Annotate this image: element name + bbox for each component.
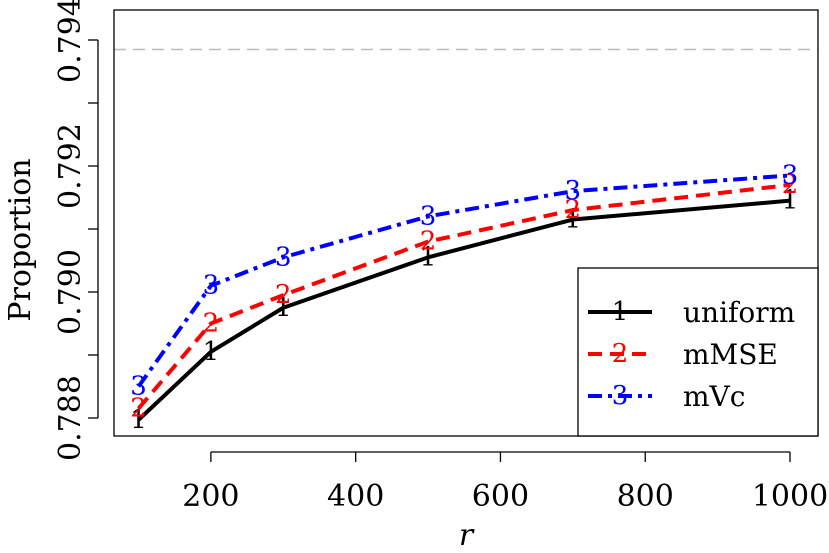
x-tick-label: 600 xyxy=(472,479,529,514)
x-tick-label: 800 xyxy=(617,479,674,514)
x-tick-label: 1000 xyxy=(752,479,828,514)
series-point-mMSE: 2 xyxy=(420,227,437,257)
series-point-mMSE: 2 xyxy=(130,394,147,424)
y-tick-label: 0.792 xyxy=(53,123,88,209)
series-point-mVc: 3 xyxy=(420,201,437,231)
legend-label-mVc: mVc xyxy=(683,380,745,413)
y-tick-label: 0.794 xyxy=(53,0,88,83)
series-point-mVc: 3 xyxy=(275,242,292,272)
legend-label-uniform: uniform xyxy=(683,296,795,329)
plot-frame xyxy=(113,9,819,437)
legend-marker-mVc: 3 xyxy=(612,381,629,411)
series-point-uniform: 1 xyxy=(420,242,437,272)
legend-marker-uniform: 1 xyxy=(612,297,629,327)
x-axis-title: r xyxy=(459,518,475,553)
y-tick-label: 0.790 xyxy=(53,249,88,335)
y-axis-title: Proportion xyxy=(3,158,38,321)
legend-label-mMSE: mMSE xyxy=(683,338,778,371)
series-point-mMSE: 2 xyxy=(565,195,582,225)
x-tick-label: 400 xyxy=(327,479,384,514)
series-point-mMSE: 2 xyxy=(275,280,292,310)
legend-marker-mMSE: 2 xyxy=(612,339,629,369)
series-point-uniform: 1 xyxy=(275,293,292,323)
series-line-uniform xyxy=(137,198,791,422)
series-line-mMSE xyxy=(136,182,791,410)
x-tick-label: 200 xyxy=(182,479,239,514)
series-point-uniform: 1 xyxy=(782,186,799,216)
series-point-uniform: 1 xyxy=(130,405,147,435)
series-point-mVc: 3 xyxy=(130,372,147,402)
series-point-mVc: 3 xyxy=(203,271,220,301)
series-line-mVc xyxy=(136,173,791,388)
series-point-mVc: 3 xyxy=(782,160,799,190)
legend: 1 uniform 2 mMSE 3 mVc xyxy=(577,267,819,437)
axis-layer: 200 400 600 800 1000 0.788 0.790 0.792 0.794 xyxy=(53,0,828,514)
series-point-mVc: 3 xyxy=(565,176,582,206)
series-point-mMSE: 2 xyxy=(203,309,220,339)
series-point-uniform: 1 xyxy=(203,337,220,367)
y-tick-label: 0.788 xyxy=(53,375,88,461)
